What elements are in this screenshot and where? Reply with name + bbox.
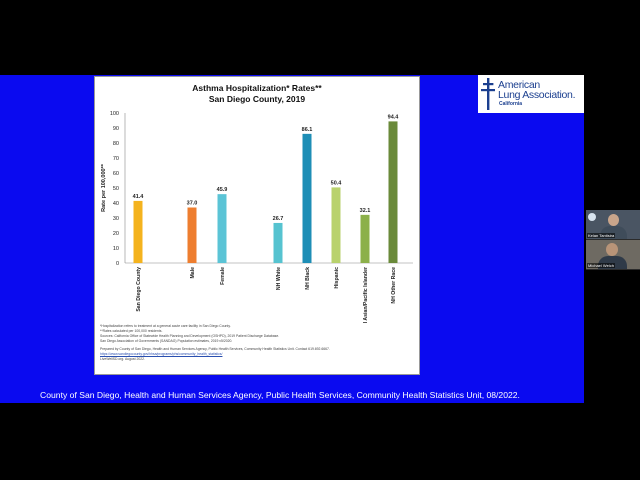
chart-card: Asthma Hospitalization* Rates** San Dieg… [94,76,420,375]
lorraine-cross-icon [481,78,495,110]
y-tick-label: 10 [113,246,119,252]
bar [360,214,370,263]
y-tick-label: 90 [113,126,119,132]
american-lung-association-logo: American Lung Association. California [478,75,584,113]
y-axis-title: Rate per 100,000** [101,163,107,212]
logo-wordmark: American Lung Association. [498,79,576,101]
footnote-1: *Hospitalization refers to treatment at … [100,324,231,328]
y-tick-label: 80 [113,141,119,147]
y-tick-label: 20 [113,231,119,237]
bar-chart: 0 10 20 30 40 50 60 70 80 90 100 Rate per 100,000**… [101,111,413,323]
bar [388,121,398,264]
footnote-2: **Rates calculated per 100,000 residents… [100,329,163,333]
logo-subtitle: California [499,101,523,107]
footnote-7: LiveWellSD.org. August 2022. [100,357,145,361]
data-label: 50.4 [331,180,343,186]
category-label: NH Black [305,267,311,290]
slide-caption: County of San Diego, Health and Human Se… [40,390,520,400]
bar [133,200,143,263]
chart-subtitle: San Diego County, 2019 [208,94,306,104]
data-label: 41.4 [133,194,145,200]
footnote-3: Sources: California Office of Statewide … [100,334,280,338]
data-label: 37.0 [187,201,198,207]
category-label: NH White [276,267,282,290]
participant-name-1: Kelan Tantisira [587,233,616,238]
footnote-4: San Diego Association of Governments (SA… [100,339,233,343]
bar [273,222,283,263]
participant-tile-2[interactable]: Michael Welch [586,240,640,269]
category-label: NH Asian/Pacific Islander [363,267,369,323]
logo-line-2: Lung Association. [498,89,576,101]
slide-area: Asthma Hospitalization* Rates** San Dieg… [0,75,584,403]
y-tick-label: 0 [116,261,119,267]
y-tick-label: 70 [113,156,119,162]
data-label: 94.4 [388,114,400,120]
participant-video-panel[interactable]: Kelan Tantisira Michael Welch [586,210,640,270]
category-label: Hispanic [334,267,340,289]
logo-badge-icon [588,213,596,221]
y-tick-label: 60 [113,171,119,177]
y-tick-label: 50 [113,186,119,192]
bar [217,194,227,263]
bar [187,207,197,263]
footnotes: *Hospitalization refers to treatment at … [100,324,415,362]
participant-name-2: Michael Welch [587,263,615,268]
participant-tile-1[interactable]: Kelan Tantisira [586,210,640,239]
participant-avatar [608,214,619,226]
y-tick-label: 100 [110,111,119,117]
category-label: NH Other Race [391,267,397,304]
bar [302,133,312,263]
category-label: Male [190,267,196,279]
footnote-5: Prepared by County of San Diego, Health … [100,347,330,351]
logo-line-1: American [498,79,540,91]
category-label: San Diego County [136,267,142,312]
data-label: 86.1 [302,127,313,133]
y-tick-label: 30 [113,216,119,222]
data-label: 32.1 [360,208,371,214]
chart-title-block: Asthma Hospitalization* Rates** San Dieg… [95,83,419,105]
category-label: Female [220,267,226,285]
chart-title: Asthma Hospitalization* Rates** [192,83,322,93]
footnote-link[interactable]: https://www.sandiegocounty.gov/hhsa/prog… [100,352,223,356]
data-label: 45.9 [217,187,228,193]
data-label: 26.7 [273,216,284,222]
y-tick-label: 40 [113,201,119,207]
bar [331,187,341,263]
participant-avatar [606,243,618,256]
